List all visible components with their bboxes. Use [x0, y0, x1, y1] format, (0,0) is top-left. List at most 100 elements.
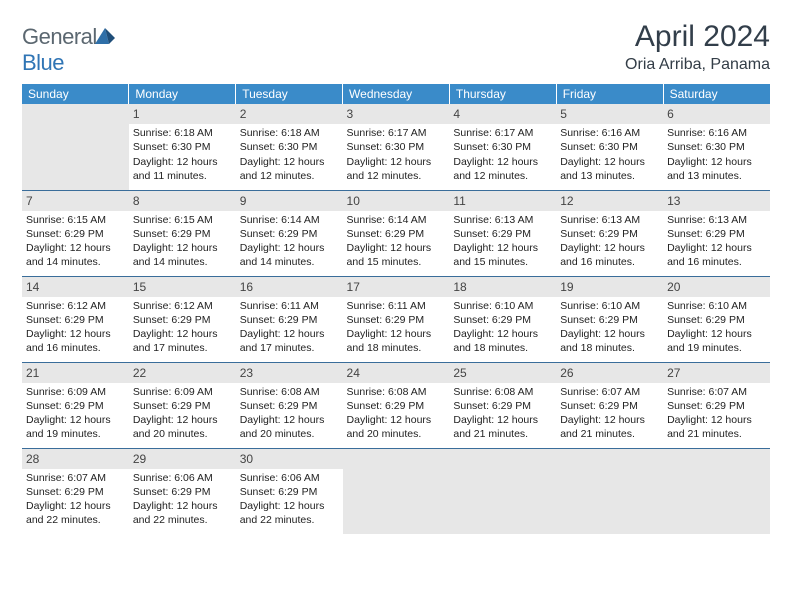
sunset-line: Sunset: 6:29 PM: [347, 399, 446, 413]
calendar-day-empty: [556, 448, 663, 534]
sunrise-line: Sunrise: 6:15 AM: [26, 213, 125, 227]
sunset-line: Sunset: 6:29 PM: [667, 313, 766, 327]
day-info: Sunrise: 6:18 AMSunset: 6:30 PMDaylight:…: [133, 126, 232, 183]
sunset-line: Sunset: 6:29 PM: [667, 227, 766, 241]
sunset-line: Sunset: 6:30 PM: [453, 140, 552, 154]
day-number: 12: [556, 191, 663, 211]
day-info: Sunrise: 6:16 AMSunset: 6:30 PMDaylight:…: [667, 126, 766, 183]
day-number: 28: [22, 449, 129, 469]
day-number: 30: [236, 449, 343, 469]
sunrise-line: Sunrise: 6:12 AM: [26, 299, 125, 313]
daylight-line: Daylight: 12 hours and 21 minutes.: [667, 413, 766, 441]
day-info: Sunrise: 6:10 AMSunset: 6:29 PMDaylight:…: [667, 299, 766, 356]
calendar-day-empty: [663, 448, 770, 534]
calendar-day: 17Sunrise: 6:11 AMSunset: 6:29 PMDayligh…: [343, 276, 450, 362]
sunset-line: Sunset: 6:29 PM: [453, 313, 552, 327]
day-info: Sunrise: 6:09 AMSunset: 6:29 PMDaylight:…: [133, 385, 232, 442]
sunset-line: Sunset: 6:29 PM: [26, 399, 125, 413]
day-number: 7: [22, 191, 129, 211]
daylight-line: Daylight: 12 hours and 16 minutes.: [560, 241, 659, 269]
sunset-line: Sunset: 6:29 PM: [560, 227, 659, 241]
daylight-line: Daylight: 12 hours and 14 minutes.: [133, 241, 232, 269]
sunset-line: Sunset: 6:29 PM: [240, 227, 339, 241]
day-number: 14: [22, 277, 129, 297]
sunset-line: Sunset: 6:29 PM: [240, 313, 339, 327]
day-info: Sunrise: 6:14 AMSunset: 6:29 PMDaylight:…: [240, 213, 339, 270]
brand-logo: GeneralBlue: [22, 20, 113, 76]
calendar-body: 1Sunrise: 6:18 AMSunset: 6:30 PMDaylight…: [22, 104, 770, 534]
day-info: Sunrise: 6:15 AMSunset: 6:29 PMDaylight:…: [26, 213, 125, 270]
day-info: Sunrise: 6:07 AMSunset: 6:29 PMDaylight:…: [667, 385, 766, 442]
day-header: Saturday: [663, 84, 770, 104]
day-header: Thursday: [449, 84, 556, 104]
day-number: 27: [663, 363, 770, 383]
day-number: 8: [129, 191, 236, 211]
sunset-line: Sunset: 6:29 PM: [133, 399, 232, 413]
daylight-line: Daylight: 12 hours and 11 minutes.: [133, 155, 232, 183]
sunset-line: Sunset: 6:30 PM: [133, 140, 232, 154]
daylight-line: Daylight: 12 hours and 18 minutes.: [453, 327, 552, 355]
calendar-day: 16Sunrise: 6:11 AMSunset: 6:29 PMDayligh…: [236, 276, 343, 362]
day-number: 3: [343, 104, 450, 124]
page-header: GeneralBlue April 2024 Oria Arriba, Pana…: [22, 20, 770, 78]
sunset-line: Sunset: 6:30 PM: [667, 140, 766, 154]
sunrise-line: Sunrise: 6:06 AM: [133, 471, 232, 485]
calendar-day: 27Sunrise: 6:07 AMSunset: 6:29 PMDayligh…: [663, 362, 770, 448]
calendar-week: 14Sunrise: 6:12 AMSunset: 6:29 PMDayligh…: [22, 276, 770, 362]
daylight-line: Daylight: 12 hours and 22 minutes.: [26, 499, 125, 527]
day-info: Sunrise: 6:13 AMSunset: 6:29 PMDaylight:…: [667, 213, 766, 270]
sunrise-line: Sunrise: 6:11 AM: [347, 299, 446, 313]
daylight-line: Daylight: 12 hours and 20 minutes.: [347, 413, 446, 441]
day-header: Sunday: [22, 84, 129, 104]
daylight-line: Daylight: 12 hours and 21 minutes.: [453, 413, 552, 441]
brand-mark-icon: [95, 24, 115, 50]
daylight-line: Daylight: 12 hours and 20 minutes.: [240, 413, 339, 441]
day-number: 1: [129, 104, 236, 124]
sunrise-line: Sunrise: 6:08 AM: [453, 385, 552, 399]
day-header: Tuesday: [236, 84, 343, 104]
daylight-line: Daylight: 12 hours and 20 minutes.: [133, 413, 232, 441]
calendar-day: 7Sunrise: 6:15 AMSunset: 6:29 PMDaylight…: [22, 190, 129, 276]
sunset-line: Sunset: 6:29 PM: [133, 485, 232, 499]
daylight-line: Daylight: 12 hours and 12 minutes.: [240, 155, 339, 183]
day-info: Sunrise: 6:09 AMSunset: 6:29 PMDaylight:…: [26, 385, 125, 442]
day-number: 23: [236, 363, 343, 383]
day-number: 19: [556, 277, 663, 297]
calendar-day: 2Sunrise: 6:18 AMSunset: 6:30 PMDaylight…: [236, 104, 343, 190]
day-info: Sunrise: 6:11 AMSunset: 6:29 PMDaylight:…: [347, 299, 446, 356]
sunrise-line: Sunrise: 6:14 AM: [240, 213, 339, 227]
sunrise-line: Sunrise: 6:13 AM: [560, 213, 659, 227]
location-label: Oria Arriba, Panama: [625, 56, 770, 74]
calendar-day: 13Sunrise: 6:13 AMSunset: 6:29 PMDayligh…: [663, 190, 770, 276]
day-number: 10: [343, 191, 450, 211]
sunrise-line: Sunrise: 6:13 AM: [667, 213, 766, 227]
sunset-line: Sunset: 6:30 PM: [240, 140, 339, 154]
sunrise-line: Sunrise: 6:09 AM: [133, 385, 232, 399]
day-info: Sunrise: 6:16 AMSunset: 6:30 PMDaylight:…: [560, 126, 659, 183]
day-info: Sunrise: 6:06 AMSunset: 6:29 PMDaylight:…: [240, 471, 339, 528]
sunset-line: Sunset: 6:29 PM: [347, 227, 446, 241]
sunrise-line: Sunrise: 6:10 AM: [667, 299, 766, 313]
day-number: 13: [663, 191, 770, 211]
daylight-line: Daylight: 12 hours and 19 minutes.: [26, 413, 125, 441]
day-info: Sunrise: 6:10 AMSunset: 6:29 PMDaylight:…: [453, 299, 552, 356]
sunrise-line: Sunrise: 6:17 AM: [347, 126, 446, 140]
sunset-line: Sunset: 6:29 PM: [133, 313, 232, 327]
daylight-line: Daylight: 12 hours and 14 minutes.: [240, 241, 339, 269]
calendar-day: 3Sunrise: 6:17 AMSunset: 6:30 PMDaylight…: [343, 104, 450, 190]
calendar-day: 15Sunrise: 6:12 AMSunset: 6:29 PMDayligh…: [129, 276, 236, 362]
day-number: 2: [236, 104, 343, 124]
day-info: Sunrise: 6:13 AMSunset: 6:29 PMDaylight:…: [453, 213, 552, 270]
sunrise-line: Sunrise: 6:13 AM: [453, 213, 552, 227]
sunrise-line: Sunrise: 6:07 AM: [560, 385, 659, 399]
day-info: Sunrise: 6:14 AMSunset: 6:29 PMDaylight:…: [347, 213, 446, 270]
day-number: 5: [556, 104, 663, 124]
daylight-line: Daylight: 12 hours and 14 minutes.: [26, 241, 125, 269]
sunrise-line: Sunrise: 6:12 AM: [133, 299, 232, 313]
sunset-line: Sunset: 6:29 PM: [560, 399, 659, 413]
sunrise-line: Sunrise: 6:06 AM: [240, 471, 339, 485]
sunset-line: Sunset: 6:29 PM: [240, 485, 339, 499]
calendar-week: 7Sunrise: 6:15 AMSunset: 6:29 PMDaylight…: [22, 190, 770, 276]
day-number: 16: [236, 277, 343, 297]
brand-part1: General: [22, 24, 97, 49]
